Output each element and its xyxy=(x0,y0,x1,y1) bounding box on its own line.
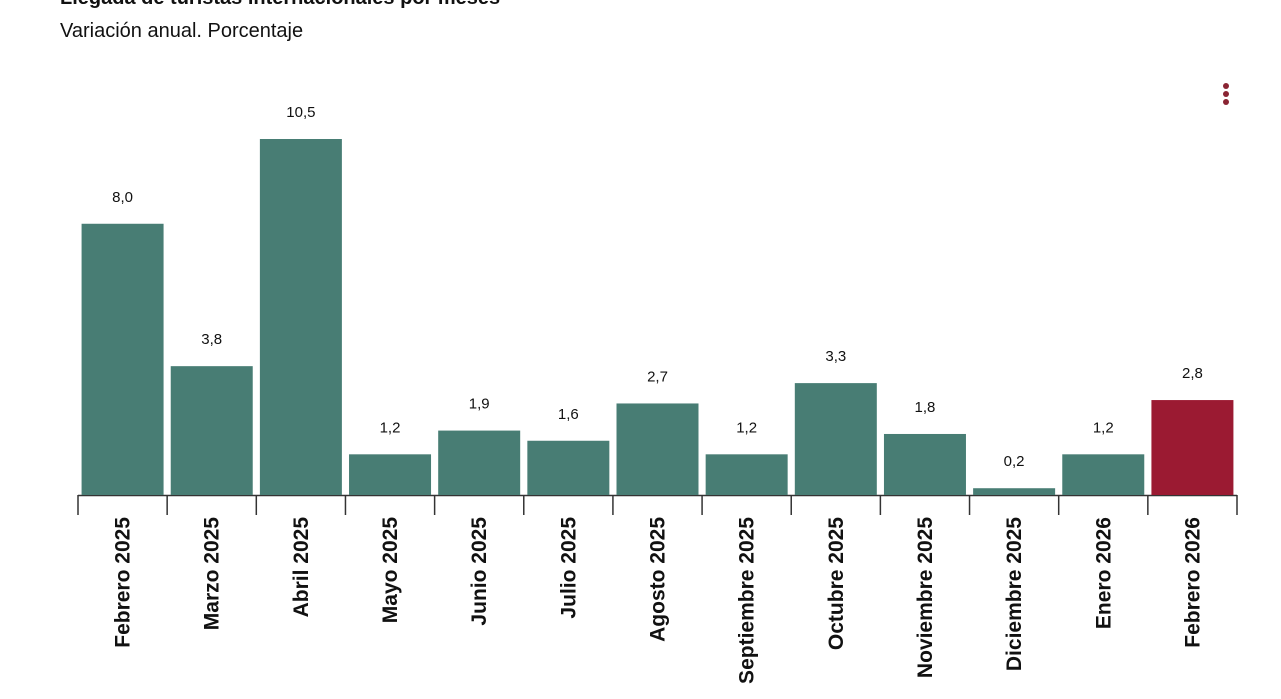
menu-dot xyxy=(1223,99,1229,105)
chart-subtitle: Variación anual. Porcentaje xyxy=(60,20,303,42)
x-tick-label: Marzo 2025 xyxy=(201,517,224,631)
x-tick-label: Septiembre 2025 xyxy=(736,517,759,684)
bar xyxy=(973,488,1056,495)
value-label: 3,3 xyxy=(825,348,846,365)
x-tick-label: Febrero 2026 xyxy=(1181,517,1204,648)
x-tick-label: Junio 2025 xyxy=(468,517,491,626)
value-label: 0,2 xyxy=(1004,453,1025,470)
bar xyxy=(527,440,610,495)
bar xyxy=(259,139,342,495)
x-tick-label: Enero 2026 xyxy=(1092,517,1115,629)
bar xyxy=(616,403,699,495)
bar xyxy=(1151,400,1234,495)
x-tick-label: Diciembre 2025 xyxy=(1003,517,1026,671)
value-label: 1,2 xyxy=(1093,419,1114,436)
menu-dot xyxy=(1223,83,1229,89)
bar xyxy=(705,454,788,495)
x-tick-label: Agosto 2025 xyxy=(647,517,670,642)
x-tick-label: Mayo 2025 xyxy=(379,517,402,624)
value-label: 3,8 xyxy=(201,331,222,348)
bar xyxy=(794,383,877,495)
chart-title: Llegada de turistas internacionales por … xyxy=(60,0,500,9)
x-tick-label: Febrero 2025 xyxy=(112,517,135,648)
menu-button[interactable] xyxy=(1223,83,1229,105)
bar xyxy=(1062,454,1145,495)
value-label: 10,5 xyxy=(286,104,315,121)
value-label: 2,7 xyxy=(647,368,668,385)
value-label: 1,8 xyxy=(915,399,936,416)
bar xyxy=(349,454,432,495)
x-tick-label: Noviembre 2025 xyxy=(914,517,937,678)
bar xyxy=(81,223,164,495)
value-label: 1,2 xyxy=(736,419,757,436)
value-label: 8,0 xyxy=(112,189,133,206)
bar xyxy=(170,366,253,495)
bar xyxy=(438,430,521,495)
value-label: 1,2 xyxy=(380,419,401,436)
value-label: 1,9 xyxy=(469,396,490,413)
value-label: 2,8 xyxy=(1182,365,1203,382)
bar xyxy=(883,433,966,495)
x-tick-label: Octubre 2025 xyxy=(825,517,848,650)
value-label: 1,6 xyxy=(558,406,579,423)
x-tick-label: Julio 2025 xyxy=(557,517,580,619)
x-tick-label: Abril 2025 xyxy=(290,517,313,618)
menu-dot xyxy=(1223,91,1229,97)
